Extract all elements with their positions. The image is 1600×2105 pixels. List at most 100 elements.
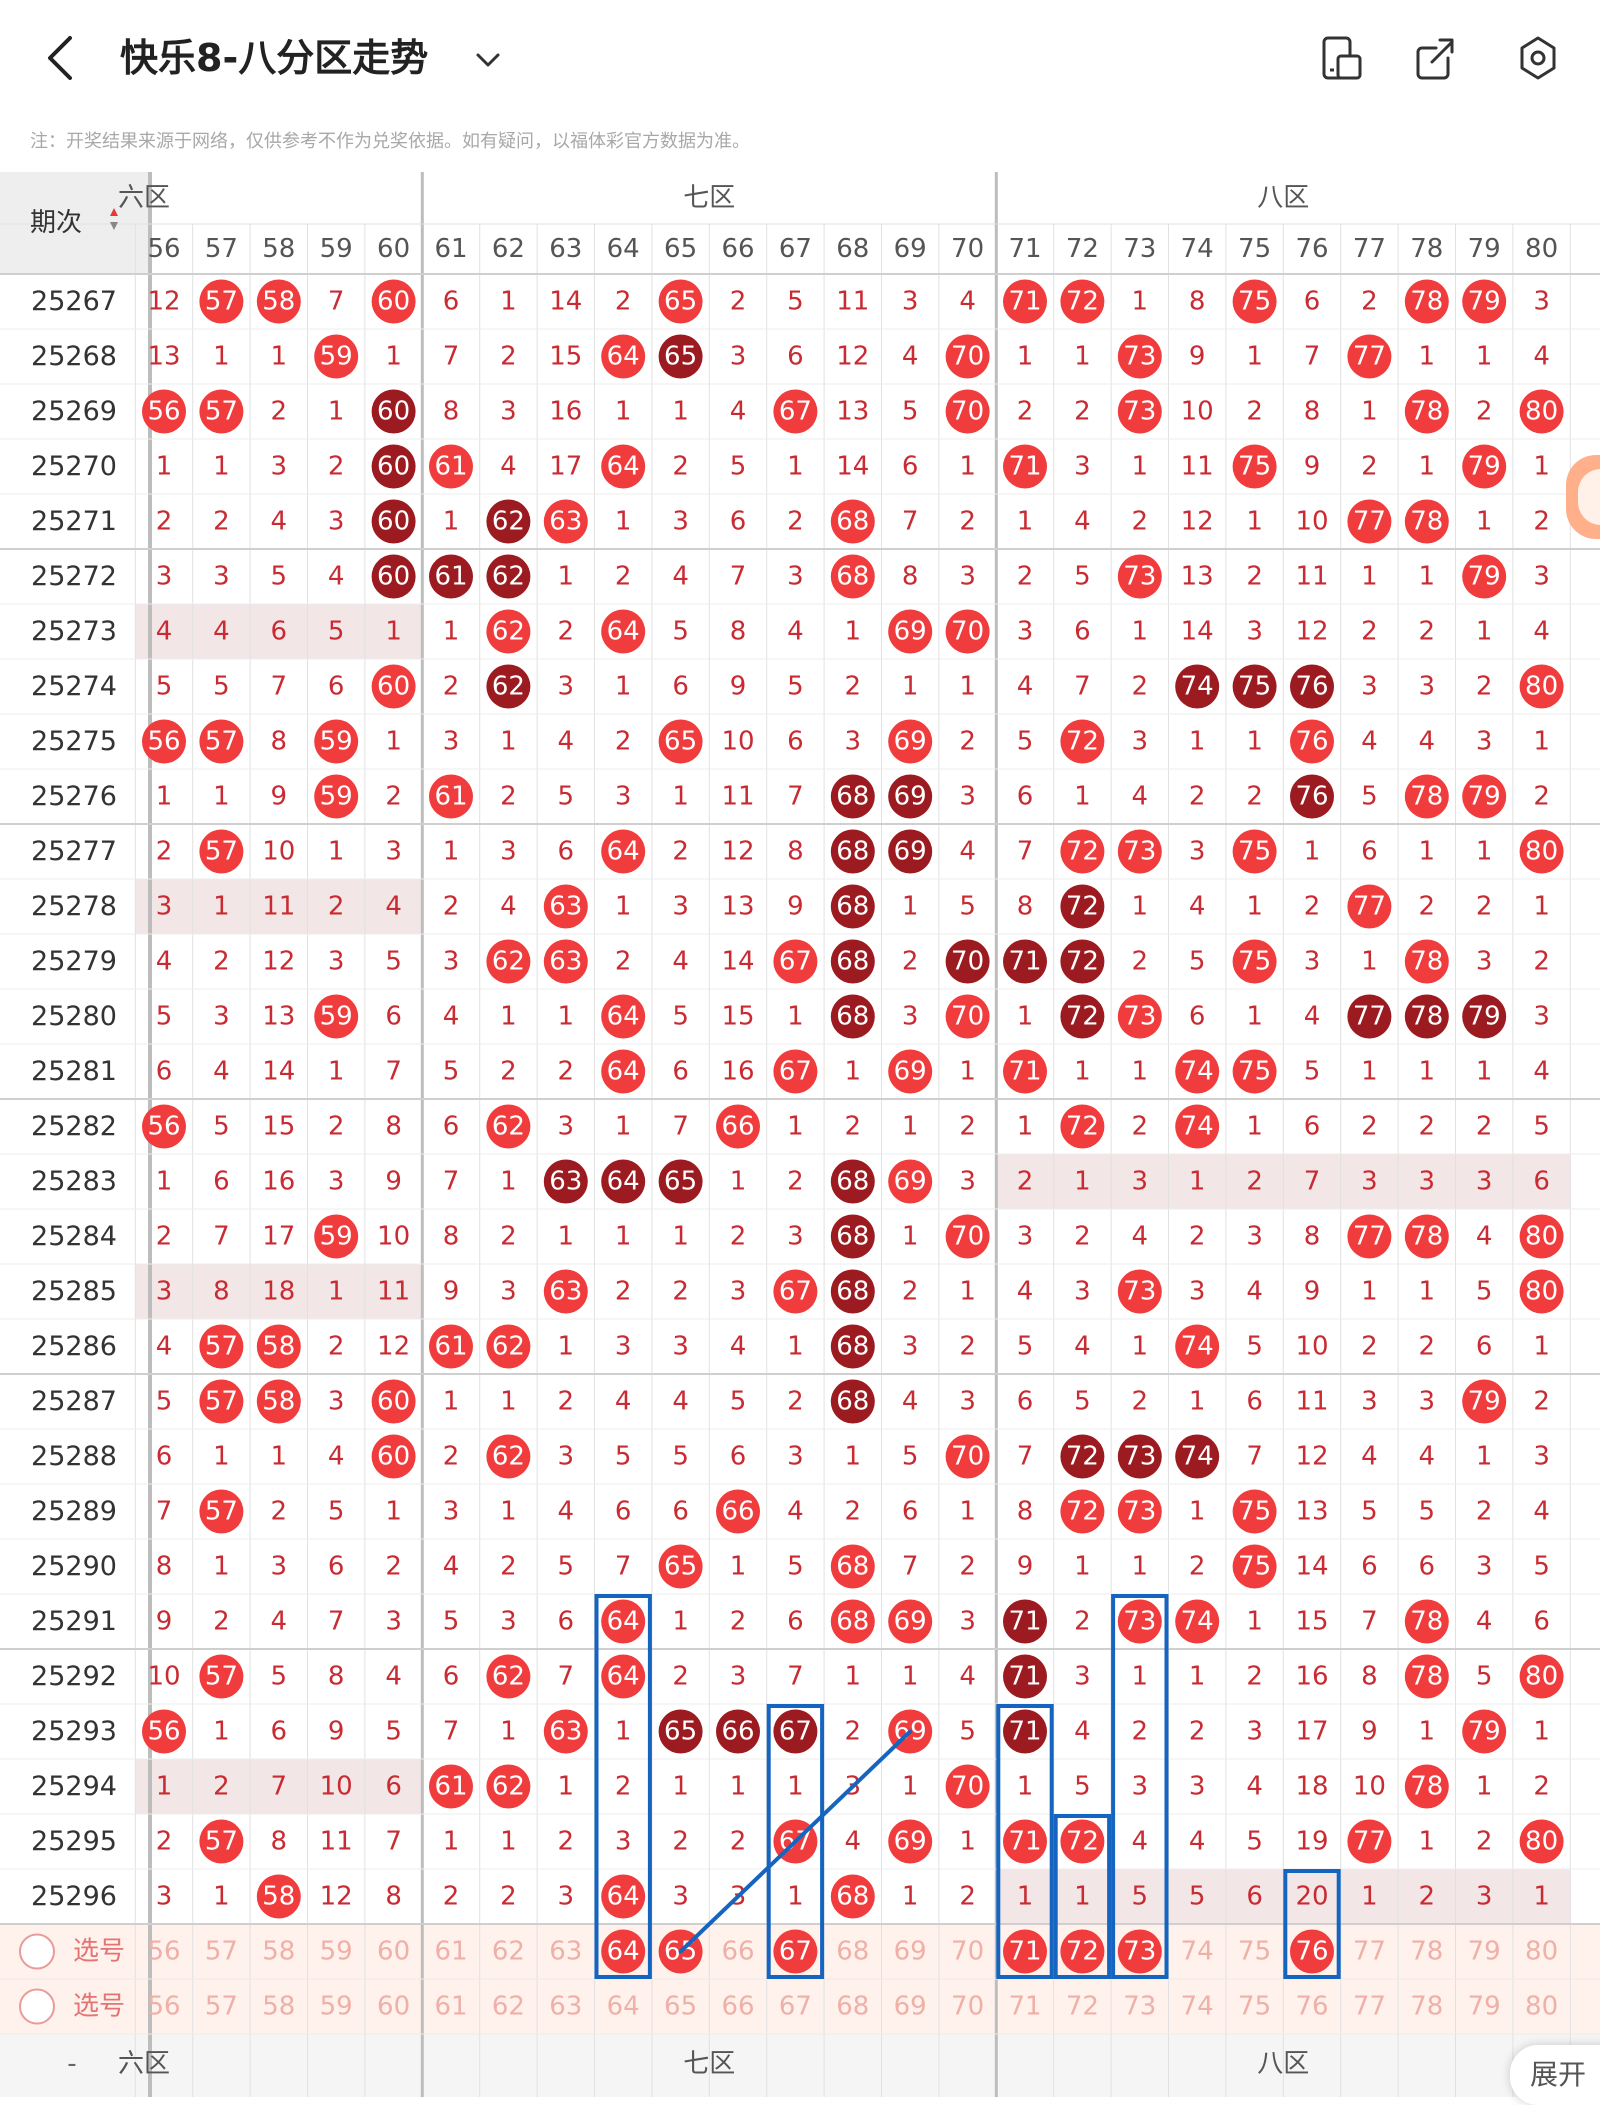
picked-number[interactable]: 73 <box>1123 1937 1156 1967</box>
miss-count: 7 <box>443 342 460 372</box>
hit-ball <box>773 1269 818 1314</box>
picked-ball[interactable] <box>1003 1929 1047 1974</box>
pick-option[interactable]: 80 <box>1525 1937 1558 1967</box>
miss-count: 4 <box>1533 1497 1550 1527</box>
miss-count: 3 <box>730 1277 747 1307</box>
pick-option[interactable]: 57 <box>205 1992 238 2022</box>
pick-option[interactable]: 61 <box>434 1937 467 1967</box>
pick-option[interactable]: 62 <box>492 1992 525 2022</box>
miss-count: 2 <box>1533 947 1550 977</box>
miss-count: 2 <box>615 1277 632 1307</box>
picked-number[interactable]: 72 <box>1066 1937 1099 1967</box>
miss-count: 1 <box>1074 1882 1091 1912</box>
pick-option[interactable]: 60 <box>377 1992 410 2022</box>
pick-option[interactable]: 74 <box>1181 1937 1214 1967</box>
select-radio[interactable] <box>19 1933 55 1970</box>
picked-ball[interactable] <box>601 1929 646 1974</box>
picked-ball[interactable] <box>1117 1929 1162 1974</box>
hit-number: 60 <box>377 1442 410 1472</box>
select-label[interactable]: 选号 <box>73 1937 125 1967</box>
page-title: 快乐8-八分区走势 <box>120 36 429 80</box>
pick-option[interactable]: 66 <box>721 1937 754 1967</box>
pick-option[interactable]: 73 <box>1123 1992 1156 2022</box>
picked-number[interactable]: 71 <box>1008 1937 1041 1967</box>
share-arrow-icon[interactable] <box>1410 30 1462 86</box>
pick-option[interactable]: 64 <box>607 1992 640 2022</box>
miss-count: 1 <box>902 1772 919 1802</box>
period-header[interactable]: 期次 <box>30 208 82 238</box>
pick-option[interactable]: 56 <box>147 1992 180 2022</box>
pick-option[interactable]: 63 <box>549 1937 582 1967</box>
pick-option[interactable]: 56 <box>147 1937 180 1967</box>
miss-count: 4 <box>1132 782 1149 812</box>
chevron-down-icon[interactable] <box>472 44 504 76</box>
settings-hexagon-icon[interactable] <box>1512 30 1564 86</box>
pick-option[interactable]: 67 <box>779 1992 812 2022</box>
hit-ball <box>256 1379 301 1424</box>
pick-option[interactable]: 70 <box>951 1937 984 1967</box>
pick-option[interactable]: 68 <box>836 1937 869 1967</box>
hit-ball <box>371 279 416 324</box>
pick-option[interactable]: 59 <box>320 1992 353 2022</box>
pick-option[interactable]: 78 <box>1410 1992 1443 2022</box>
hit-ball <box>658 279 703 324</box>
pick-option[interactable]: 79 <box>1468 1937 1501 1967</box>
hit-number: 68 <box>836 1002 869 1032</box>
picked-ball[interactable] <box>1060 1929 1105 1974</box>
pick-option[interactable]: 68 <box>836 1992 869 2022</box>
hit-ball <box>830 1599 875 1644</box>
sort-icon[interactable] <box>110 222 118 230</box>
picked-ball[interactable] <box>1290 1929 1334 1974</box>
floating-widget[interactable] <box>1566 455 1600 539</box>
miss-count: 7 <box>787 1662 804 1692</box>
pick-option[interactable]: 65 <box>664 1992 697 2022</box>
miss-count: 2 <box>1533 782 1550 812</box>
hit-number: 68 <box>836 947 869 977</box>
pick-option[interactable]: 80 <box>1525 1992 1558 2022</box>
sort-icon[interactable] <box>110 208 118 216</box>
miss-count: 4 <box>1476 1607 1493 1637</box>
pick-option[interactable]: 63 <box>549 1992 582 2022</box>
select-label[interactable]: 选号 <box>73 1992 125 2022</box>
picked-number[interactable]: 64 <box>607 1937 640 1967</box>
select-radio[interactable] <box>19 1988 55 2025</box>
pick-option[interactable]: 76 <box>1295 1992 1328 2022</box>
pick-option[interactable]: 79 <box>1468 1992 1501 2022</box>
pick-option[interactable]: 61 <box>434 1992 467 2022</box>
pick-option[interactable]: 77 <box>1353 1937 1386 1967</box>
pick-option[interactable]: 78 <box>1410 1937 1443 1967</box>
hit-ball <box>1175 1104 1220 1149</box>
hit-ball <box>1060 1819 1105 1864</box>
miss-count: 2 <box>1361 287 1378 317</box>
hit-number: 64 <box>607 1662 640 1692</box>
miss-count: 5 <box>902 397 919 427</box>
pick-option[interactable]: 74 <box>1181 1992 1214 2022</box>
pick-option[interactable]: 60 <box>377 1937 410 1967</box>
pick-option[interactable]: 77 <box>1353 1992 1386 2022</box>
hit-ball <box>1462 774 1507 819</box>
hit-ball <box>486 609 531 654</box>
pick-option[interactable]: 75 <box>1238 1992 1271 2022</box>
miss-count: 2 <box>1132 507 1149 537</box>
pick-option[interactable]: 59 <box>320 1937 353 1967</box>
pick-option[interactable]: 72 <box>1066 1992 1099 2022</box>
pick-option[interactable]: 58 <box>262 1937 295 1967</box>
chevron-left-icon[interactable] <box>40 30 80 86</box>
pick-option[interactable]: 57 <box>205 1937 238 1967</box>
pick-option[interactable]: 69 <box>894 1992 927 2022</box>
picked-ball[interactable] <box>773 1929 818 1974</box>
pick-option[interactable]: 66 <box>721 1992 754 2022</box>
pick-option[interactable]: 71 <box>1008 1992 1041 2022</box>
picked-number[interactable]: 76 <box>1295 1937 1328 1967</box>
picked-number[interactable]: 67 <box>779 1937 812 1967</box>
pick-option[interactable]: 75 <box>1238 1937 1271 1967</box>
pick-option[interactable]: 58 <box>262 1992 295 2022</box>
phone-layout-icon[interactable] <box>1316 30 1368 86</box>
pick-option[interactable]: 69 <box>894 1937 927 1967</box>
expand-button[interactable]: 展开 <box>1510 2045 1600 2105</box>
miss-count: 1 <box>672 1772 689 1802</box>
miss-count: 6 <box>672 1497 689 1527</box>
pick-option[interactable]: 62 <box>492 1937 525 1967</box>
pick-option[interactable]: 70 <box>951 1992 984 2022</box>
hit-ball <box>486 554 531 599</box>
